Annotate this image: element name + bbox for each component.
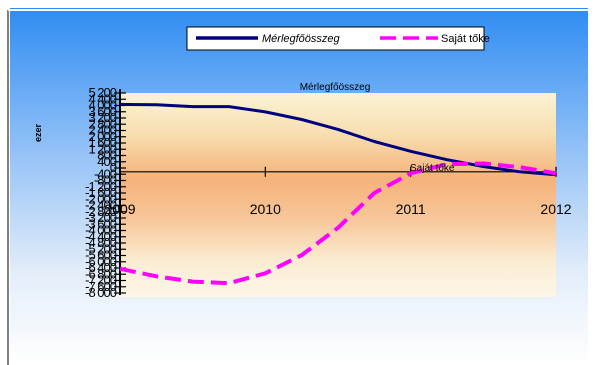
y-tick-label: 800	[97, 148, 116, 163]
legend-label-sajat-toke: Saját tőke	[441, 33, 490, 45]
y-tick-label: -2 800	[85, 204, 117, 219]
x-tick-label: 2011	[396, 201, 426, 217]
y-tick-label: 2 400	[88, 123, 116, 138]
y-axis-title: ezer	[33, 123, 43, 142]
y-tick-label: -8 000	[85, 285, 117, 300]
legend: Mérlegfőösszeg Saját tőke	[186, 26, 490, 51]
y-tick-label: -2 400	[85, 198, 117, 213]
series-label-merlegfoosszeg: Mérlegfőösszeg	[300, 82, 371, 93]
y-tick-label: 2 800	[88, 116, 116, 131]
x-tick-label: 2012	[540, 201, 571, 217]
y-tick-label: -6 000	[85, 254, 117, 269]
y-tick-label: -7 600	[85, 279, 117, 294]
y-tick-label: -4 000	[85, 223, 117, 238]
y-tick-label: -2 000	[85, 191, 117, 206]
y-tick-label: 400	[97, 154, 116, 169]
y-tick-label: 3 200	[88, 110, 116, 125]
y-tick-label: -4 400	[85, 229, 117, 244]
legend-label-merlegfoosszeg: Mérlegfőösszeg	[262, 33, 341, 45]
y-tick-label: -6 800	[85, 266, 117, 281]
y-tick-label: -5 600	[85, 248, 117, 263]
x-tick-label: 2010	[250, 201, 281, 217]
y-tick-label: 5 200	[88, 85, 116, 100]
x-axis: 2009 2010 2011 2012	[104, 166, 572, 217]
y-tick-label: -4 800	[85, 235, 117, 250]
plot-area	[120, 93, 556, 297]
y-tick-label: -3 200	[85, 210, 117, 225]
y-tick-label: -1 200	[85, 179, 117, 194]
y-tick-label: -800	[94, 173, 117, 188]
y-tick-label: 4 000	[88, 98, 116, 113]
series-group	[119, 102, 557, 286]
series-line-sajat-toke	[119, 161, 557, 286]
y-tick-label: -1 600	[85, 185, 117, 200]
series-label-sajat-toke: Saját tőke	[410, 163, 455, 174]
y-tick-label: -5 200	[85, 241, 117, 256]
y-tick-label: -3 600	[85, 216, 117, 231]
category-labels: Mérlegfőösszeg Saját tőke	[300, 82, 455, 174]
y-tick-label: -6 400	[85, 260, 117, 275]
y-tick-label: 1 600	[88, 135, 116, 150]
y-tick-label: 3 600	[88, 104, 116, 119]
y-tick-label: 4 400	[88, 91, 116, 106]
y-tick-label: -400	[94, 166, 117, 181]
y-tick-label: 2 000	[88, 129, 116, 144]
legend-box	[186, 26, 485, 51]
y-tick-label: -7 200	[85, 273, 117, 288]
series-line-merlegfoosszeg	[119, 102, 557, 177]
y-tick-label: 0	[110, 160, 117, 175]
x-tick-label: 2009	[104, 201, 135, 217]
y-tick-label: 1 200	[88, 141, 116, 156]
